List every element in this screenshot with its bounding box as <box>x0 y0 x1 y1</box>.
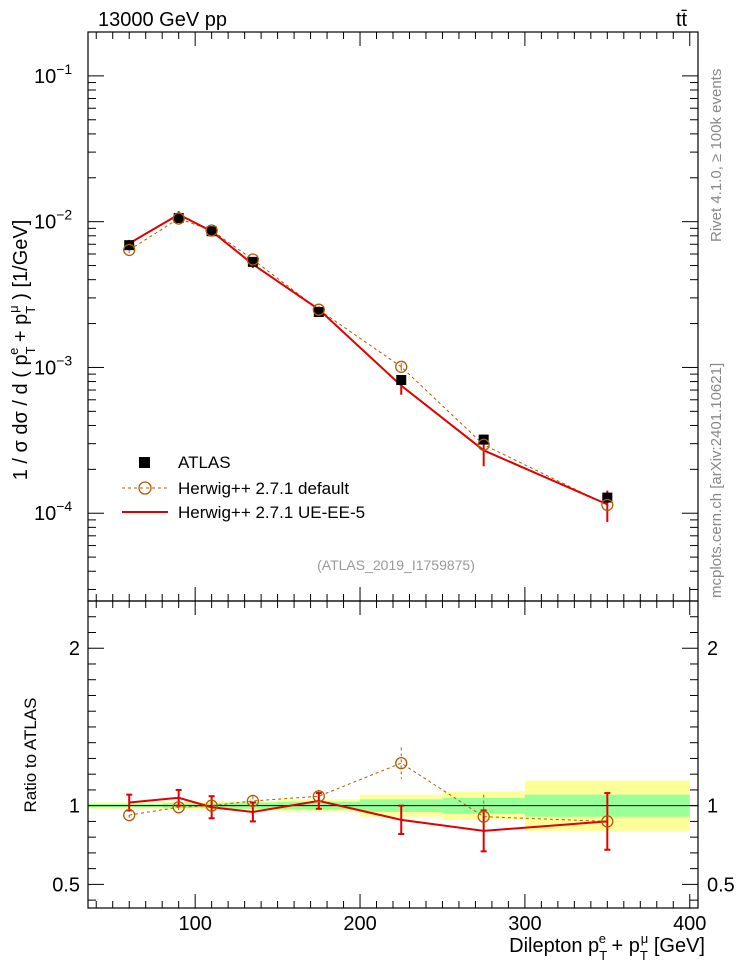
ratio-y-tick-label: 1 <box>69 796 80 818</box>
watermark: (ATLAS_2019_I1759875) <box>317 557 475 573</box>
side-text-top: Rivet 4.1.0, ≥ 100k events <box>708 69 725 242</box>
data-point-herwig-default <box>395 360 408 373</box>
y-axis-title: 1 / σ dσ / d ( pTe + pTμ ) [1/GeV] <box>6 220 38 481</box>
svg-text:Dilepton pTe + pTμ [GeV]: Dilepton pTe + pTμ [GeV] <box>509 931 705 963</box>
ratio-point-herwig-default <box>477 810 490 823</box>
data-point-herwig-default <box>601 498 614 512</box>
header-left: 13000 GeV pp <box>98 9 227 31</box>
y-tick-label: 10−2 <box>34 207 72 234</box>
y-tick-label: 10−1 <box>34 61 72 88</box>
ratio-frame <box>87 600 699 909</box>
ratio-point-herwig-default <box>395 757 408 770</box>
ratio-point-herwig-default <box>123 808 136 822</box>
ratio-y-title: Ratio to ATLAS <box>21 698 40 813</box>
svg-text:1 / σ dσ / d ( pTe + pTμ ) [1: 1 / σ dσ / d ( pTe + pTμ ) [1/GeV] <box>6 220 38 481</box>
ratio-y-tick-label: 2 <box>69 638 80 660</box>
legend-label-default: Herwig++ 2.7.1 default <box>178 479 349 498</box>
ratio-point-herwig-default <box>601 815 614 828</box>
ratio-point-herwig-default <box>172 801 185 814</box>
x-axis-title: Dilepton pTe + pTμ [GeV] <box>509 931 705 963</box>
legend-label-ueee5: Herwig++ 2.7.1 UE-EE-5 <box>178 503 365 522</box>
legend-label-atlas: ATLAS <box>178 453 231 472</box>
data-point-herwig-default <box>205 224 218 237</box>
ratio-y-tick-label: 2 <box>707 638 718 660</box>
data-point-atlas <box>173 212 184 223</box>
ratio-point-herwig-default <box>205 799 218 812</box>
ratio-y-tick-label: 0.5 <box>52 874 80 896</box>
header-right: tt̄ <box>676 9 688 31</box>
data-point-atlas <box>247 256 258 267</box>
ratio-y-tick-label: 0.5 <box>707 874 735 896</box>
y-tick-label: 10−3 <box>34 352 72 379</box>
side-text-bottom: mcplots.cern.ch [arXiv:2401.10621] <box>708 363 725 598</box>
legend-marker-default <box>138 481 152 495</box>
x-tick-label: 100 <box>178 913 211 935</box>
ratio-line-herwig-ueee5 <box>129 796 608 832</box>
legend-marker-atlas <box>139 457 150 468</box>
data-point-atlas <box>206 226 217 237</box>
data-point-herwig-default <box>477 438 490 451</box>
data-point-herwig-default <box>123 243 136 257</box>
data-point-atlas <box>313 307 324 318</box>
x-tick-label: 300 <box>508 913 541 935</box>
y-tick-label: 10−4 <box>34 498 72 525</box>
x-tick-label: 200 <box>343 913 376 935</box>
ratio-point-herwig-default <box>246 794 260 808</box>
x-tick-label: 400 <box>673 913 706 935</box>
ratio-y-tick-label: 1 <box>707 796 718 818</box>
main-plot: 10−1 10−2 10−3 10−4 <box>34 31 698 601</box>
data-point-herwig-default <box>172 212 185 225</box>
data-point-atlas <box>602 492 613 503</box>
data-point-atlas <box>396 375 407 386</box>
legend: ATLAS Herwig++ 2.7.1 default Herwig++ 2.… <box>122 453 365 522</box>
series-line-herwig-default <box>128 218 608 506</box>
data-point-atlas <box>124 240 135 251</box>
data-point-herwig-default <box>246 253 260 266</box>
ratio-point-herwig-default <box>312 790 325 803</box>
data-point-herwig-default <box>312 303 325 316</box>
